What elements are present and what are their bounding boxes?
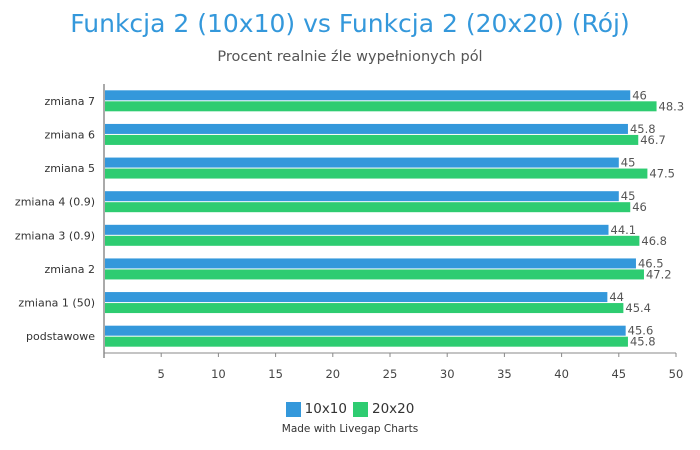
data-label-series-2-4: 46.8 <box>641 234 667 248</box>
category-label-3: zmiana 4 (0.9) <box>15 196 95 209</box>
bar-series-2-1 <box>105 134 639 145</box>
data-label-series-1-0: 46 <box>632 88 647 102</box>
bar-series-2-4 <box>105 235 640 246</box>
chart-title: Funkcja 2 (10x10) vs Funkcja 2 (20x20) (… <box>70 9 630 38</box>
x-tick-label-2: 15 <box>268 367 283 381</box>
legend-item-series-1[interactable]: 10x10 <box>285 401 347 417</box>
chart-subtitle: Procent realnie źle wypełnionych pól <box>217 49 483 65</box>
bar-series-1-4 <box>105 224 609 235</box>
x-tick-label-4: 25 <box>383 367 398 381</box>
data-label-series-1-6: 44 <box>609 290 624 304</box>
data-label-series-2-3: 46 <box>632 200 647 214</box>
data-label-series-2-6: 45.4 <box>625 301 651 315</box>
data-label-series-2-0: 48.3 <box>659 99 685 113</box>
x-tick-label-8: 45 <box>611 367 626 381</box>
credit-text: Made with Livegap Charts <box>281 423 419 435</box>
data-label-series-2-7: 45.8 <box>630 335 656 349</box>
legend-swatch-series-2 <box>353 401 368 417</box>
legend-swatch-series-1 <box>285 401 301 417</box>
data-label-series-1-1: 45.8 <box>630 122 656 136</box>
data-label-series-1-7: 45.6 <box>628 324 654 338</box>
bar-series-1-2 <box>105 157 619 168</box>
data-label-series-1-2: 45 <box>621 156 636 170</box>
data-label-series-2-1: 46.7 <box>640 133 666 147</box>
data-label-series-1-3: 45 <box>621 189 636 203</box>
legend-label-series-2: 20x20 <box>372 401 415 417</box>
category-label-4: zmiana 3 (0.9) <box>15 229 95 242</box>
x-tick-label-7: 40 <box>554 367 569 381</box>
category-label-5: zmiana 2 <box>45 263 96 276</box>
bar-series-2-6 <box>105 303 624 314</box>
bar-series-1-3 <box>105 191 619 202</box>
data-label-series-2-2: 47.5 <box>649 167 675 181</box>
category-label-2: zmiana 5 <box>45 162 96 175</box>
bar-series-2-0 <box>105 101 657 112</box>
bar-series-2-7 <box>105 336 628 347</box>
category-label-7: podstawowe <box>26 330 95 343</box>
x-tick-label-3: 20 <box>325 367 340 381</box>
bar-series-2-3 <box>105 202 631 213</box>
bar-series-1-0 <box>105 90 631 101</box>
data-label-series-2-5: 47.2 <box>646 267 672 281</box>
bar-series-1-7 <box>105 325 626 336</box>
legend-label-series-1: 10x10 <box>304 401 347 417</box>
legend-item-series-2[interactable]: 20x20 <box>353 401 414 417</box>
x-tick-label-9: 50 <box>669 367 684 381</box>
category-label-0: zmiana 7 <box>45 95 96 108</box>
x-tick-label-1: 10 <box>211 367 226 381</box>
x-tick-label-0: 5 <box>158 367 165 381</box>
data-label-series-1-4: 44.1 <box>611 223 637 237</box>
data-label-series-1-5: 46.5 <box>638 256 664 270</box>
plot-area: 5 10 15 20 25 30 35 40 45 50 zmiana 7 46 48.3 zmiana … <box>15 84 685 381</box>
bar-series-1-1 <box>105 123 628 134</box>
category-label-1: zmiana 6 <box>45 128 96 141</box>
legend: 10x10 20x20 <box>0 401 700 417</box>
x-tick-label-6: 35 <box>497 367 512 381</box>
bar-series-1-6 <box>105 292 608 303</box>
bar-series-1-5 <box>105 258 636 269</box>
bar-series-2-2 <box>105 168 648 179</box>
category-label-6: zmiana 1 (50) <box>18 297 95 310</box>
x-tick-label-5: 30 <box>440 367 455 381</box>
bar-series-2-5 <box>105 269 644 280</box>
